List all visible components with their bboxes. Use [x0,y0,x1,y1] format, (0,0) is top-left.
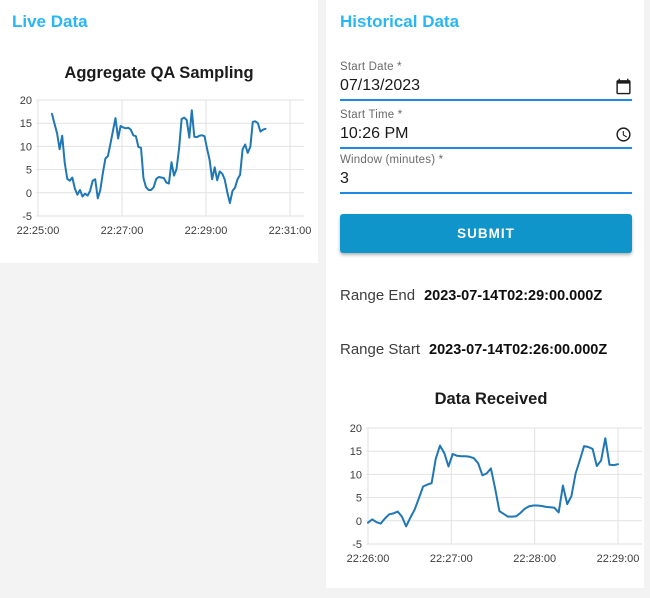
svg-text:22:29:00: 22:29:00 [597,553,640,565]
historical-data-title: Historical Data [340,12,460,31]
svg-text:5: 5 [356,493,362,505]
svg-text:5: 5 [26,165,32,177]
svg-text:22:26:00: 22:26:00 [347,553,390,565]
svg-text:22:27:00: 22:27:00 [101,225,144,237]
svg-text:22:27:00: 22:27:00 [430,553,473,565]
svg-text:10: 10 [20,141,32,153]
window-minutes-input-row [340,167,632,194]
svg-text:22:25:00: 22:25:00 [17,225,60,237]
start-date-input-row [340,74,632,101]
svg-text:0: 0 [26,188,32,200]
hist-chart: -5 0 5 10 15 20 22:26:00 22:27:00 22:28:00 22:29:… [347,423,642,565]
live-chart: -5 0 5 10 15 20 22:25:00 22:27:00 22:29:00 22:31:… [17,95,312,237]
start-time-input-row [340,122,632,149]
svg-text:10: 10 [350,469,362,481]
svg-text:22:29:00: 22:29:00 [185,225,228,237]
clock-icon[interactable] [614,126,632,144]
start-time-label: Start Time * [340,109,403,121]
svg-text:15: 15 [350,446,362,458]
svg-text:0: 0 [356,516,362,528]
start-time-field: Start Time * [340,109,632,149]
live-data-title: Live Data [12,12,88,31]
start-time-input[interactable] [340,122,614,147]
svg-text:-5: -5 [352,539,362,551]
svg-text:20: 20 [20,95,32,107]
live-chart-title: Aggregate QA Sampling [64,64,254,82]
historical-data-panel: Historical Data Start Date * Start Time … [326,0,644,588]
svg-text:20: 20 [350,423,362,435]
range-start-label: Range Start [340,341,421,358]
hist-chart-title: Data Received [434,390,548,408]
svg-text:22:31:00: 22:31:00 [269,225,312,237]
svg-text:-5: -5 [22,211,32,223]
live-data-panel: Live Data Aggregate QA Sampling -5 0 5 10 15… [0,0,318,263]
range-end-value: 2023-07-14T02:29:00.000Z [424,288,603,304]
window-minutes-field: Window (minutes) * [340,154,632,194]
range-end-row: Range End 2023-07-14T02:29:00.000Z [340,287,602,304]
range-end-label: Range End [340,287,416,304]
svg-text:15: 15 [20,118,32,130]
start-date-field: Start Date * [340,61,632,101]
submit-button[interactable]: SUBMIT [340,214,632,253]
window-minutes-label: Window (minutes) * [340,154,444,166]
start-date-input[interactable] [340,74,614,99]
window-minutes-input[interactable] [340,167,632,192]
svg-text:22:28:00: 22:28:00 [513,553,556,565]
start-date-label: Start Date * [340,61,402,73]
calendar-icon[interactable] [614,78,632,96]
range-start-row: Range Start 2023-07-14T02:26:00.000Z [340,341,607,358]
range-start-value: 2023-07-14T02:26:00.000Z [429,342,608,358]
